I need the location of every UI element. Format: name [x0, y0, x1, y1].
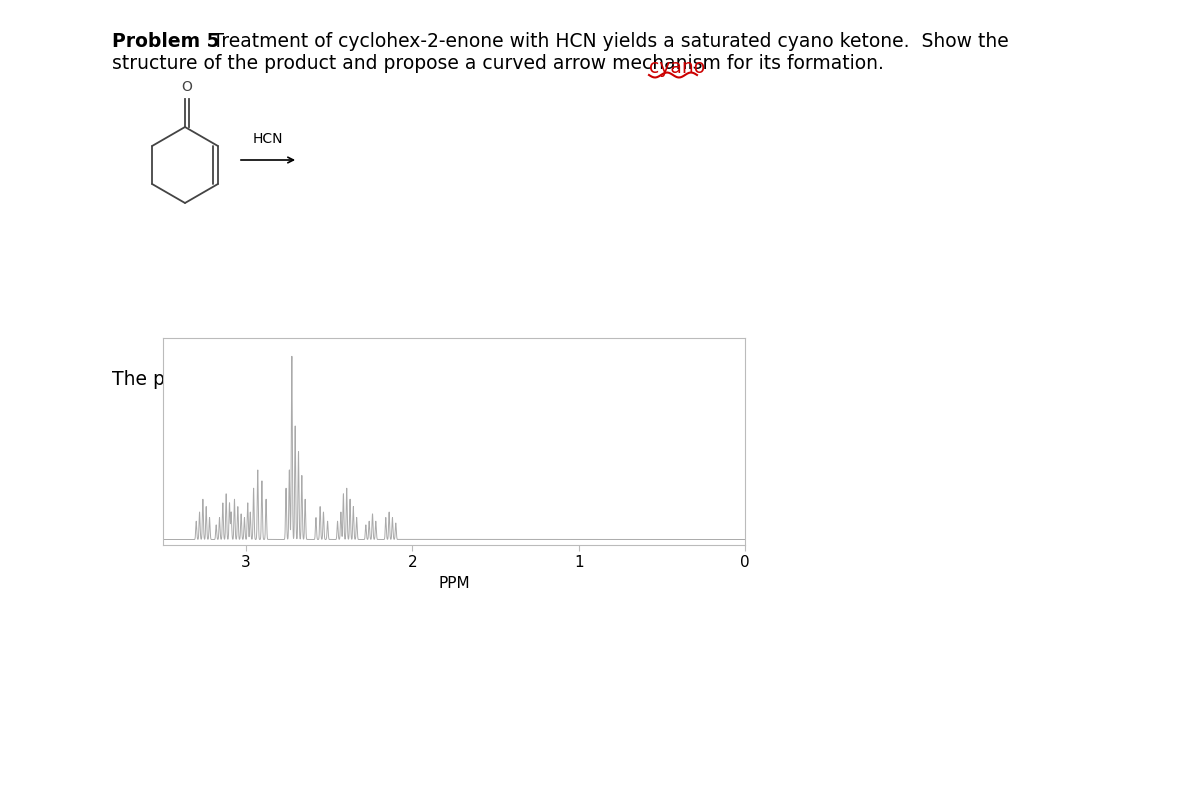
X-axis label: PPM: PPM	[438, 576, 470, 591]
Text: cyano: cyano	[649, 58, 706, 77]
Text: O: O	[181, 80, 192, 94]
Text: HCN: HCN	[253, 132, 283, 146]
Text: Problem 5: Problem 5	[112, 32, 220, 51]
Text: structure of the product and propose a curved arrow mechanism for its formation.: structure of the product and propose a c…	[112, 54, 884, 73]
Text: :  Treatment of cyclohex-2-enone with HCN yields a saturated cyano ketone.  Show: : Treatment of cyclohex-2-enone with HCN…	[194, 32, 1009, 51]
Text: The proton NMR of the product is below.: The proton NMR of the product is below.	[112, 370, 490, 389]
